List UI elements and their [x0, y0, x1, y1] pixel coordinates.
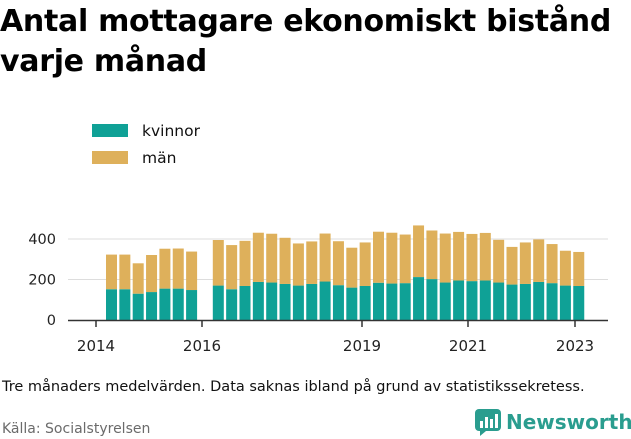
bar-kvinnor [226, 289, 238, 320]
newsworthy-icon [475, 409, 501, 436]
brand-logo: Newsworthy [474, 407, 631, 437]
legend: kvinnor män [92, 122, 201, 167]
bar-man [332, 241, 344, 286]
bar-kvinnor [533, 281, 545, 320]
bar-kvinnor [493, 282, 505, 320]
footnote: Tre månaders medelvärden. Data saknas ib… [2, 379, 585, 395]
bar-man [493, 239, 505, 283]
bar-kvinnor [546, 283, 558, 320]
x-tick-label: 2023 [556, 337, 594, 355]
bar-kvinnor [426, 279, 438, 320]
bar-kvinnor [466, 281, 478, 320]
bar-man [426, 230, 438, 280]
bar-kvinnor [279, 283, 291, 320]
bar-man [292, 243, 304, 286]
bar-man [106, 254, 117, 290]
legend-label-man: män [142, 149, 176, 167]
bar-man [346, 247, 358, 288]
bar-man [212, 240, 224, 286]
bar-kvinnor [413, 277, 425, 320]
bar-man [559, 250, 571, 286]
bar-kvinnor [559, 285, 571, 320]
bar-man [172, 248, 184, 289]
bar-man [506, 246, 518, 285]
bar-kvinnor [146, 292, 158, 320]
bar-man [439, 233, 451, 283]
bar-kvinnor [212, 285, 224, 320]
bar-man [132, 263, 144, 294]
x-tick-label: 2016 [183, 337, 221, 355]
bar-kvinnor [172, 288, 184, 320]
bar-man [466, 233, 478, 282]
bar-man [373, 231, 384, 283]
bar-man [146, 254, 158, 293]
bar-man [239, 240, 251, 286]
x-tick-label: 2014 [77, 337, 115, 355]
bar-kvinnor [319, 281, 331, 320]
axes: 0 200 400 2014 2016 2019 2021 2023 [28, 232, 608, 355]
legend-swatch-kvinnor [92, 124, 128, 137]
bar-man [186, 251, 198, 291]
bar-kvinnor [106, 289, 117, 320]
bar-kvinnor [252, 281, 264, 320]
bar-kvinnor [266, 282, 278, 320]
bar-kvinnor [573, 285, 585, 320]
bar-kvinnor [506, 284, 518, 320]
y-tick-label: 200 [28, 273, 56, 289]
bar-kvinnor [292, 285, 304, 320]
bar-kvinnor [346, 287, 358, 320]
bar-kvinnor [186, 290, 198, 320]
bar-kvinnor [359, 285, 371, 320]
bar-man [399, 234, 411, 284]
bar-man [479, 232, 491, 281]
bar-kvinnor [132, 293, 144, 320]
bar-man [279, 237, 291, 284]
bar-man [252, 232, 264, 282]
bar-kvinnor [386, 283, 398, 320]
bar-kvinnor [453, 280, 465, 320]
bar-man [119, 254, 131, 290]
brand-name: Newsworthy [506, 410, 631, 434]
bar-man [573, 251, 585, 286]
bar-man [386, 232, 398, 284]
chart: 0 200 400 2014 2016 2019 2021 2023 kvinnor män [28, 122, 608, 355]
bar-kvinnor [399, 283, 411, 320]
bar-kvinnor [519, 283, 531, 320]
bar-man [453, 231, 465, 281]
bars [106, 225, 585, 320]
bar-man [226, 245, 238, 290]
y-tick-label: 400 [28, 232, 56, 248]
bar-man [519, 242, 531, 284]
bar-man [546, 244, 558, 284]
bar-kvinnor [439, 282, 451, 320]
bar-man [533, 239, 545, 282]
chart-title: Antal mottagare ekonomiskt bistånd varje… [0, 4, 612, 79]
bar-kvinnor [119, 289, 131, 320]
bar-man [413, 225, 425, 278]
bar-man [319, 233, 331, 282]
bar-kvinnor [239, 285, 251, 320]
legend-label-kvinnor: kvinnor [142, 122, 201, 140]
bar-kvinnor [479, 280, 491, 320]
bar-kvinnor [332, 285, 344, 320]
bar-man [266, 233, 278, 283]
legend-swatch-man [92, 151, 128, 164]
bar-kvinnor [306, 283, 318, 320]
source: Källa: Socialstyrelsen [2, 421, 151, 437]
bar-man [359, 242, 371, 286]
bar-man [159, 248, 171, 289]
bar-kvinnor [373, 282, 384, 320]
y-tick-label: 0 [47, 313, 56, 329]
x-tick-label: 2021 [449, 337, 487, 355]
bar-man [306, 241, 318, 284]
bar-kvinnor [159, 288, 171, 320]
x-tick-label: 2019 [343, 337, 381, 355]
